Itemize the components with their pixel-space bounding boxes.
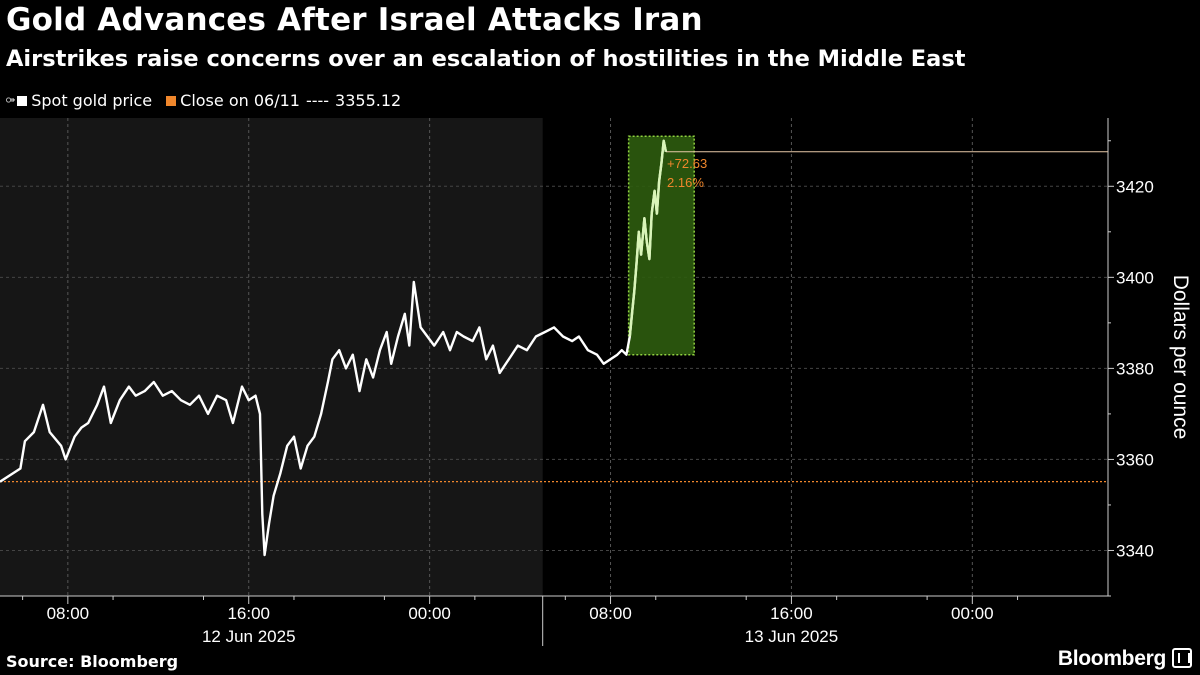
legend-close-dashes: ----: [305, 91, 330, 110]
y-tick-label: 3400: [1116, 268, 1154, 287]
chart-subtitle: Airstrikes raise concerns over an escala…: [6, 46, 966, 72]
date-label: 12 Jun 2025: [202, 627, 296, 646]
y-axis-label: Dollars per ounce: [1169, 275, 1192, 440]
legend-swatch-spot: [17, 95, 28, 106]
legend: ⚩ Spot gold price Close on 06/11 ---- 33…: [6, 91, 415, 110]
x-tick-label: 16:00: [770, 604, 813, 623]
y-tick-label: 3380: [1116, 359, 1154, 378]
y-tick-label: 3340: [1116, 541, 1154, 560]
y-tick-label: 3420: [1116, 177, 1154, 196]
legend-label-close: Close on 06/11: [180, 91, 300, 110]
spot-gold-surge-segment: [628, 139, 668, 337]
source-note: Source: Bloomberg: [6, 652, 179, 671]
chart-title: Gold Advances After Israel Attacks Iran: [6, 2, 703, 38]
x-tick-label: 00:00: [408, 604, 451, 623]
change-annotation: 2.16%: [667, 175, 704, 190]
y-tick-label: 3360: [1116, 450, 1154, 469]
change-annotation: +72.63: [667, 156, 707, 171]
bloomberg-terminal-icon: [1172, 648, 1192, 668]
x-tick-label: 08:00: [47, 604, 90, 623]
date-label: 13 Jun 2025: [745, 627, 839, 646]
x-tick-label: 00:00: [951, 604, 994, 623]
x-tick-label: 08:00: [589, 604, 632, 623]
legend-item-close: Close on 06/11 ---- 3355.12: [166, 91, 401, 110]
legend-close-value: 3355.12: [335, 91, 402, 110]
pin-icon: ⚩: [6, 94, 16, 107]
shaded-session-region: [0, 118, 543, 596]
bloomberg-logo: Bloomberg: [1057, 647, 1166, 670]
legend-item-spot: ⚩ Spot gold price: [6, 91, 152, 110]
legend-swatch-close: [166, 95, 177, 106]
legend-label-spot: Spot gold price: [31, 91, 153, 110]
x-tick-label: 16:00: [227, 604, 270, 623]
spot-gold-price-line: [0, 139, 668, 557]
